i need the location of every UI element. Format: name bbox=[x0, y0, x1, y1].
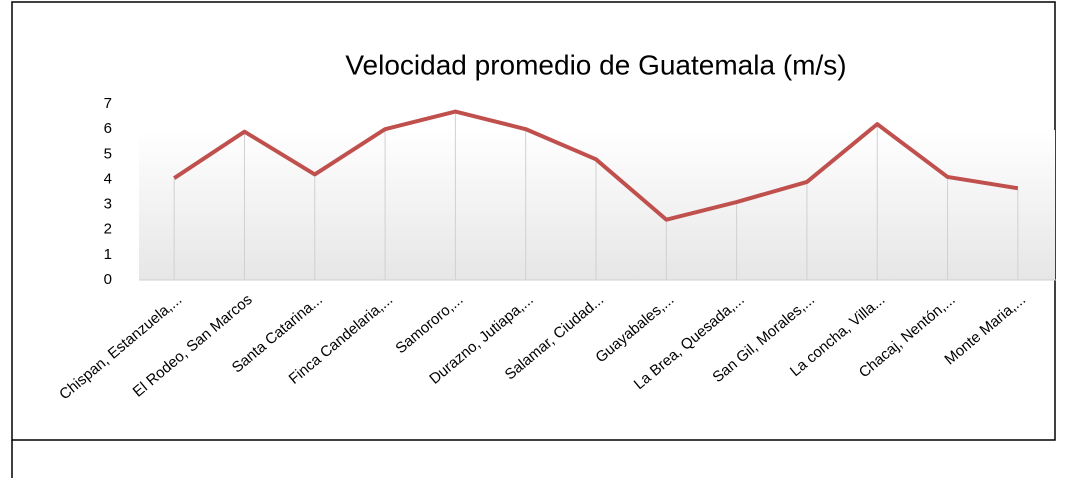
y-tick-label: 0 bbox=[104, 271, 112, 288]
y-tick-label: 1 bbox=[104, 246, 112, 263]
y-tick-label: 4 bbox=[104, 170, 112, 187]
y-tick-label: 7 bbox=[104, 95, 112, 112]
plot-background bbox=[139, 130, 1055, 280]
chart-title: Velocidad promedio de Guatemala (m/s) bbox=[345, 49, 846, 80]
y-tick-label: 6 bbox=[104, 120, 112, 137]
y-tick-label: 3 bbox=[104, 196, 112, 213]
series-line bbox=[173, 109, 1019, 222]
x-tick-label: Chispan, Estanzuela,... bbox=[56, 291, 185, 403]
x-tick-label: El Rodeo, San Marcos bbox=[130, 291, 256, 400]
y-tick-label: 2 bbox=[104, 221, 112, 238]
y-tick-label: 5 bbox=[104, 145, 112, 162]
x-tick-label: Samororo,... bbox=[392, 291, 466, 357]
